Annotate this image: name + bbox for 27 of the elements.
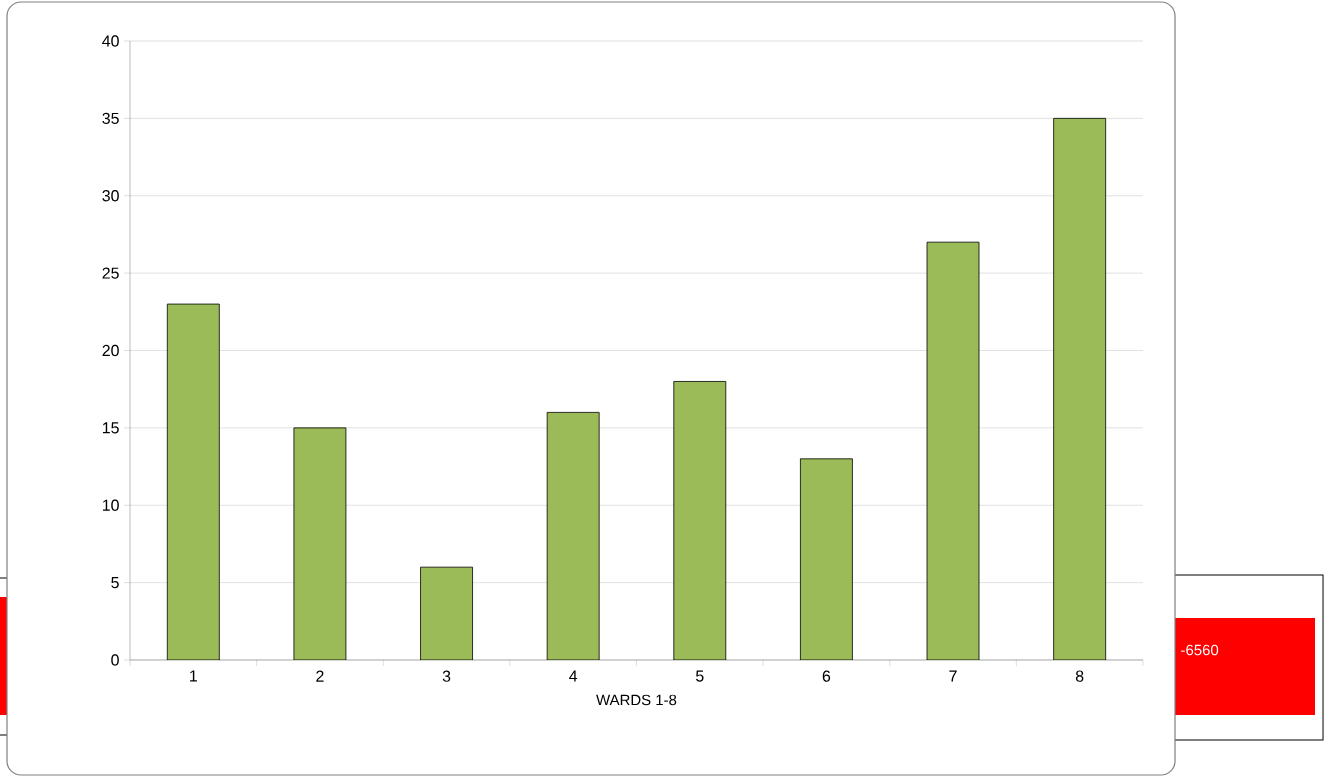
y-tick-label: 30 [102,190,119,202]
bar [546,411,600,660]
y-tick-label: 15 [102,422,119,434]
x-tick-label: 7 [949,670,957,682]
text: -6560 [1181,644,1219,656]
x-axis-title: WARDS 1-8 [596,694,677,706]
x-tick-label: 2 [316,670,324,682]
x-tick-label: 4 [569,670,578,682]
bar [800,458,853,660]
y-tick-label: 25 [102,267,119,279]
y-tick-label: 5 [111,577,119,589]
y-tick-label: 0 [111,654,119,666]
bar [293,427,347,660]
bar [926,241,980,660]
y-tick-label: 10 [102,499,119,511]
x-tick-label: 3 [442,670,451,682]
x-tick-label: 1 [190,670,197,682]
y-tick-label: 35 [102,112,119,124]
bar [420,566,473,660]
x-tick-label: 5 [696,670,704,682]
bar [673,381,727,660]
bar [166,303,220,660]
y-tick-label: 40 [102,35,119,47]
x-tick-label: 8 [1075,670,1084,682]
y-tick-label: 20 [102,344,119,357]
x-tick-label: 6 [822,670,831,682]
bar [1053,117,1107,660]
